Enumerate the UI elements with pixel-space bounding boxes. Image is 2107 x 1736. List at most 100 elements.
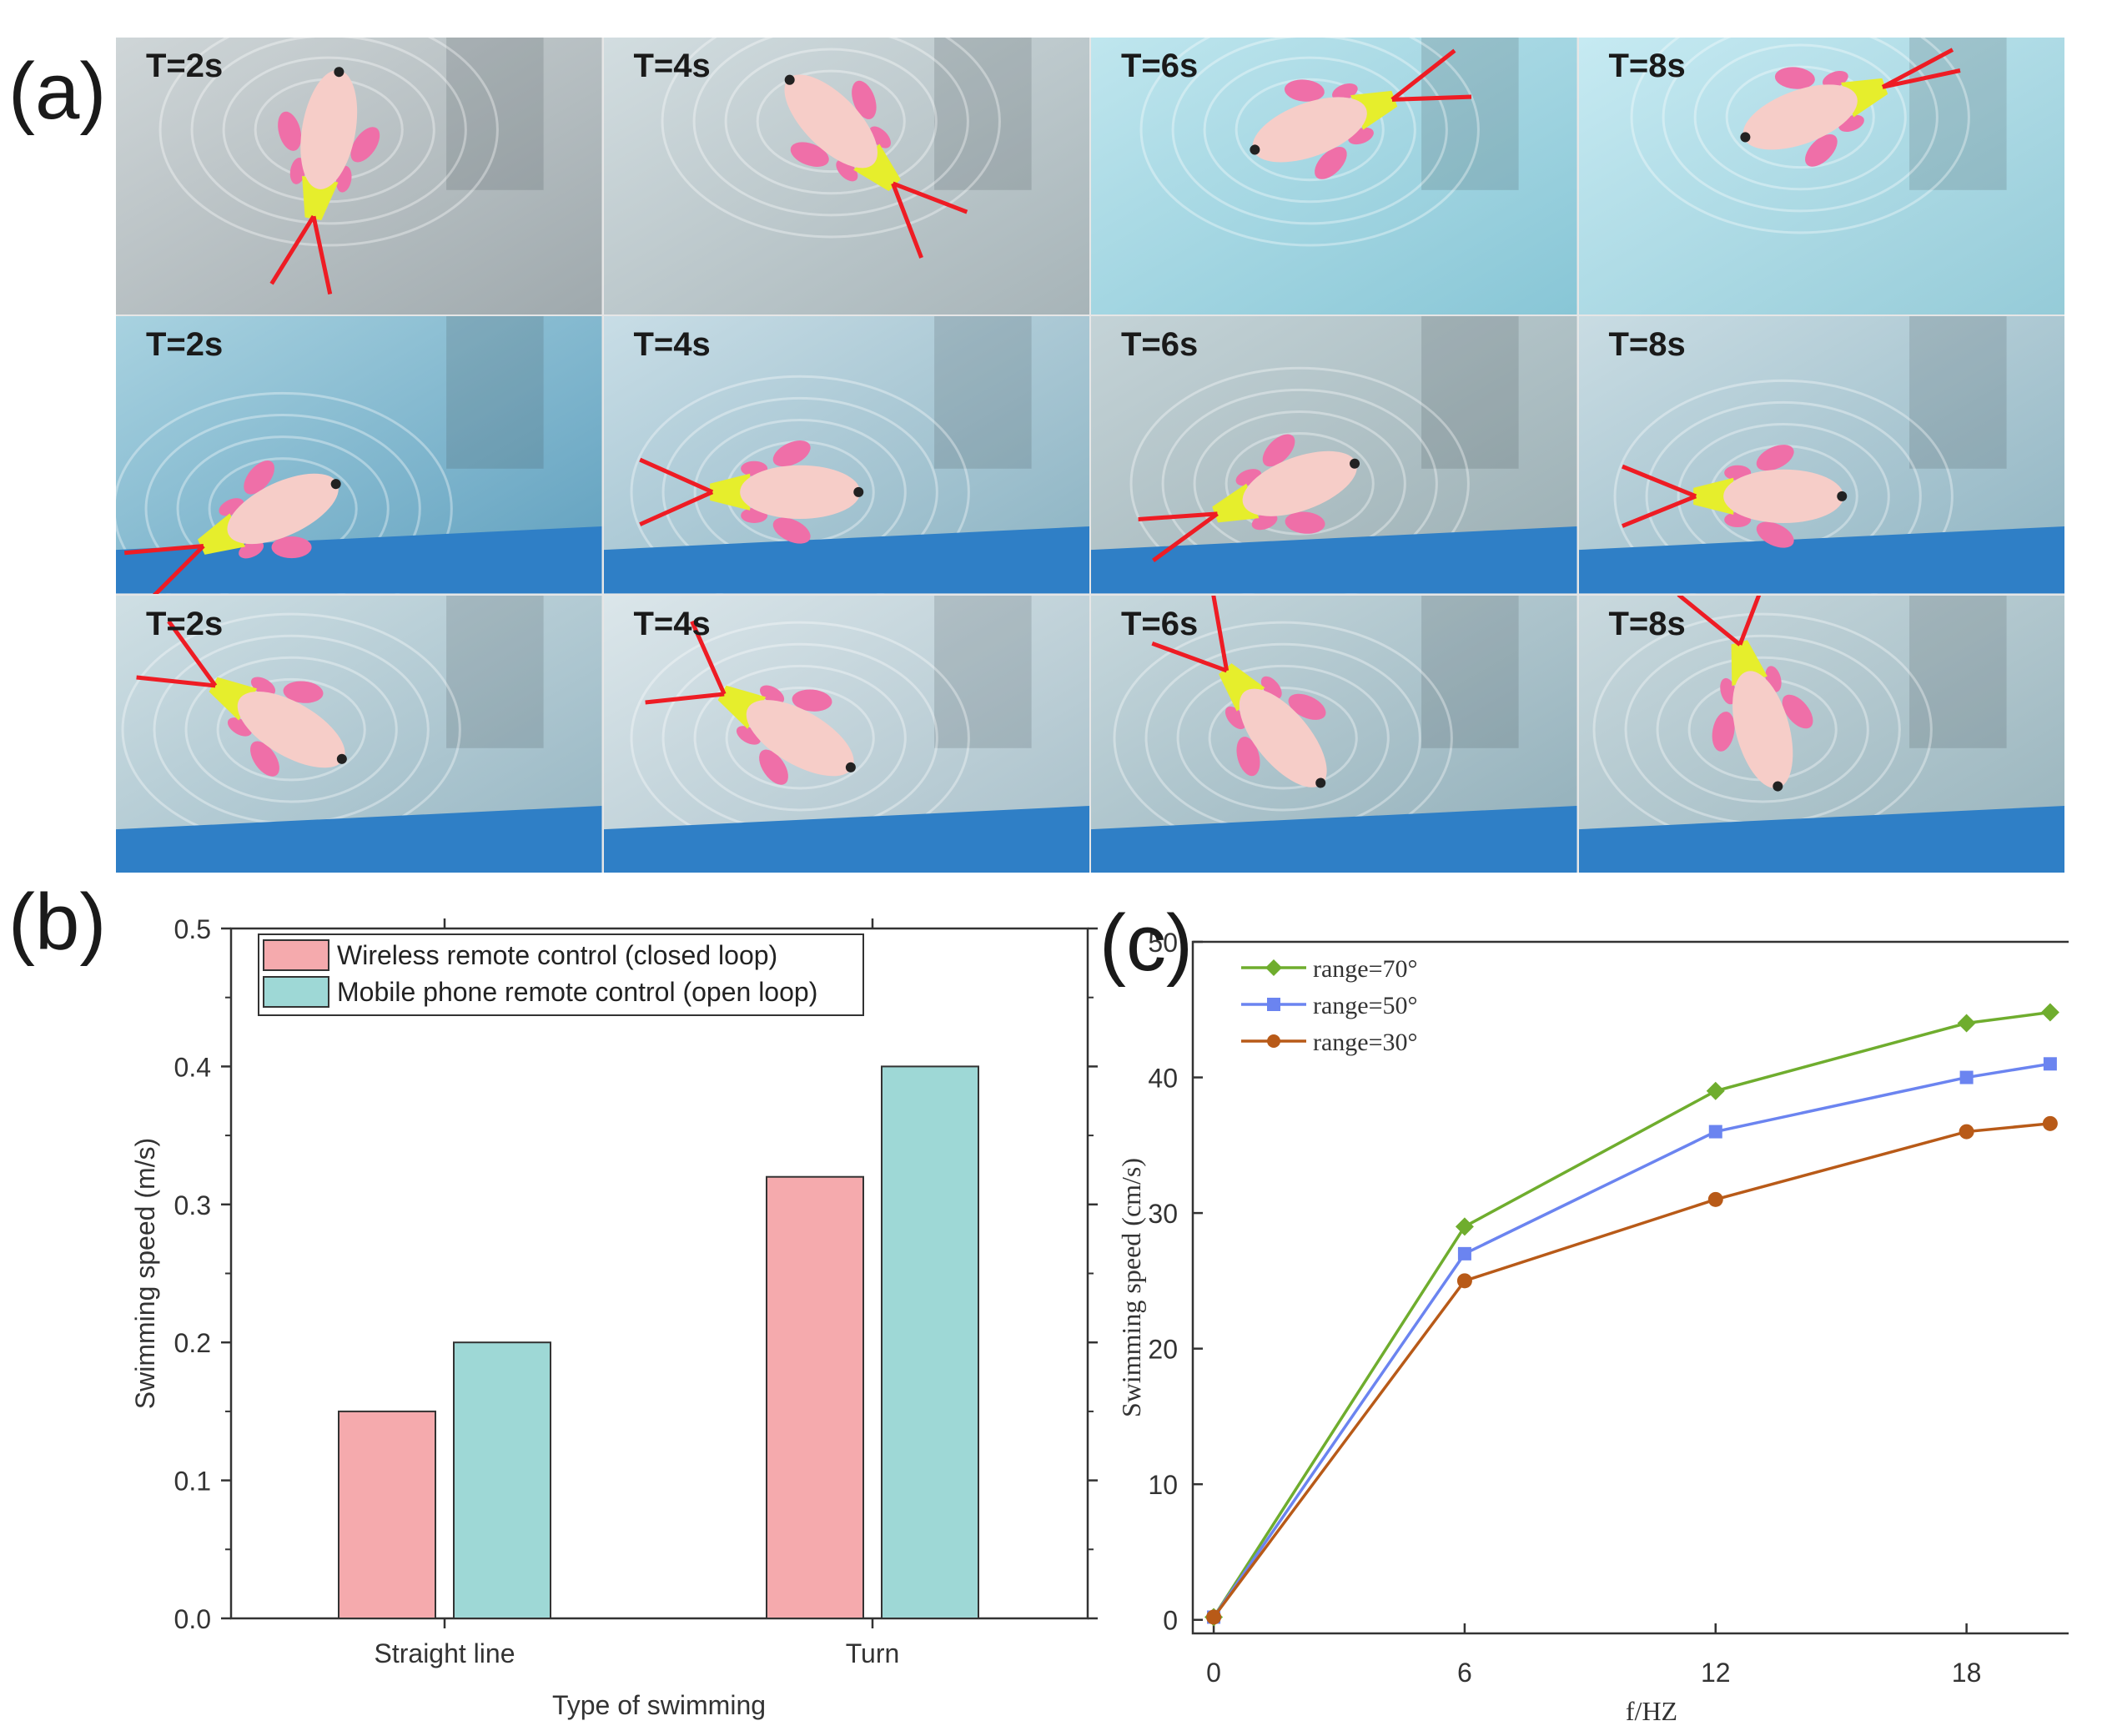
shadow-patch (933, 38, 1032, 190)
swimming-frames-grid: T=2s T=4s T=6s T=8s T=2s T=4s T=6s T=8s T=2s T=4s… (116, 38, 2064, 873)
pectoral-fin (790, 142, 829, 167)
x-tick-label: 18 (1952, 1658, 1982, 1688)
frame-time-label: T=6s (1121, 605, 1199, 642)
fish-nose (1772, 781, 1783, 792)
legend-label: Wireless remote control (closed loop) (337, 940, 777, 970)
ripple-ring (692, 38, 969, 217)
plot-frame (1191, 940, 2069, 1635)
robot-fish (1138, 434, 1360, 563)
tail-angle-line (1151, 641, 1228, 672)
fish-body (783, 74, 877, 169)
tail-angle-line (136, 675, 216, 688)
tail-angle-line (1881, 68, 1961, 89)
ripple-ring (216, 677, 366, 782)
frame-photo (1091, 38, 1577, 315)
ripple-ring (1203, 56, 1416, 204)
bar (766, 1175, 864, 1620)
legend-label: range=70° (1313, 955, 1418, 983)
tail-angle-line (890, 183, 923, 259)
robot-fish (783, 74, 968, 259)
pelvic-fin (868, 126, 891, 148)
bar (453, 1341, 551, 1619)
legend-box (258, 933, 864, 1016)
ripple-ring (1235, 78, 1385, 182)
pelvic-fin (759, 685, 784, 704)
pelvic-fin (289, 158, 306, 184)
fish-tail (852, 143, 901, 192)
pectoral-fin (1315, 147, 1347, 179)
pectoral-fin (244, 460, 275, 495)
ripple-ring (184, 656, 398, 803)
shadow-patch (1908, 595, 2007, 748)
frame-time-label: T=2s (146, 605, 224, 642)
legend-label: Mobile phone remote control (open loop) (337, 977, 817, 1007)
fish-tail (717, 685, 766, 729)
data-point (2042, 1115, 2058, 1131)
pectoral-fin (1262, 434, 1295, 467)
ripple-ring (1656, 656, 1869, 803)
x-tick-label: 0 (1206, 1658, 1221, 1688)
fish-body (300, 70, 358, 189)
frame-r3-c2: T=4s (603, 595, 1089, 873)
data-point (1959, 1124, 1974, 1140)
pectoral-fin (1756, 521, 1794, 548)
pectoral-fin (1804, 133, 1838, 167)
line-chart-frequency: 0 10 20 30 40 50 0 6 12 18 f/HZ Swimming speed (cm/… (1116, 928, 2069, 1726)
frame-r2-c4: T=8s (1578, 316, 2064, 594)
data-point (1708, 1125, 1722, 1139)
y-axis-label: Swimming speed (m/s) (130, 1138, 160, 1409)
frame-time-label: T=8s (1608, 605, 1686, 642)
legend-swatch (263, 976, 329, 1008)
y-tick-label: 20 (1148, 1335, 1178, 1365)
frame-photo (603, 595, 1089, 873)
ripple-ring (1208, 686, 1358, 790)
frame-r2-c1: T=2s (116, 316, 602, 594)
water-surface (1091, 38, 1577, 315)
ripple-ring (724, 48, 938, 195)
data-point (1456, 1273, 1472, 1289)
ripple-ring (116, 392, 453, 594)
x-axis-label: f/HZ (1626, 1696, 1677, 1726)
y-tick-label: 30 (1148, 1199, 1178, 1229)
ripple-ring (1630, 38, 1970, 234)
tail-angle-line (892, 181, 968, 214)
pectoral-fin (350, 127, 380, 163)
tail-angle-line (1391, 94, 1472, 102)
frame-time-label: T=2s (146, 326, 224, 364)
panel-label-a: (a) (8, 47, 107, 136)
shadow-patch (1908, 38, 2007, 190)
fish-nose (330, 479, 341, 490)
shadow-patch (1421, 595, 1519, 748)
fish-tail (302, 175, 339, 220)
fish-nose (845, 762, 856, 772)
pool-edge (1091, 526, 1577, 594)
fish-nose (784, 74, 795, 85)
frame-r1-c3: T=6s (1091, 38, 1577, 315)
y-tick-label: 0.5 (174, 914, 211, 944)
frame-time-label: T=4s (633, 48, 711, 84)
shadow-patch (1421, 316, 1519, 470)
tail-angle-line (123, 544, 204, 556)
frame-r3-c4: T=8s (1578, 595, 2064, 873)
frame-photo (116, 38, 602, 315)
ripple-ring (1176, 664, 1390, 812)
x-axis-label: Type of swimming (552, 1690, 766, 1720)
frame-r2-c3: T=6s (1091, 316, 1577, 594)
y-tick-label: 40 (1148, 1064, 1178, 1094)
frame-time-label: T=8s (1608, 326, 1686, 364)
tail-angle-line (145, 545, 205, 594)
x-category-label: Straight line (375, 1638, 515, 1668)
pectoral-fin (271, 536, 312, 559)
frame-time-label: T=4s (633, 605, 711, 642)
pectoral-fin (1756, 445, 1794, 471)
fish-nose (1836, 491, 1847, 502)
ripple-ring (1725, 65, 1875, 169)
data-point (1455, 1217, 1474, 1236)
fish-tail (1692, 478, 1733, 516)
fish-nose (1250, 144, 1260, 155)
pool-edge (116, 526, 602, 594)
y-axis-label: Swimming speed (cm/s) (1116, 1158, 1146, 1417)
robot-fish (123, 460, 341, 594)
tail-angle-line (689, 620, 726, 695)
tail-angle-line (1152, 512, 1219, 563)
